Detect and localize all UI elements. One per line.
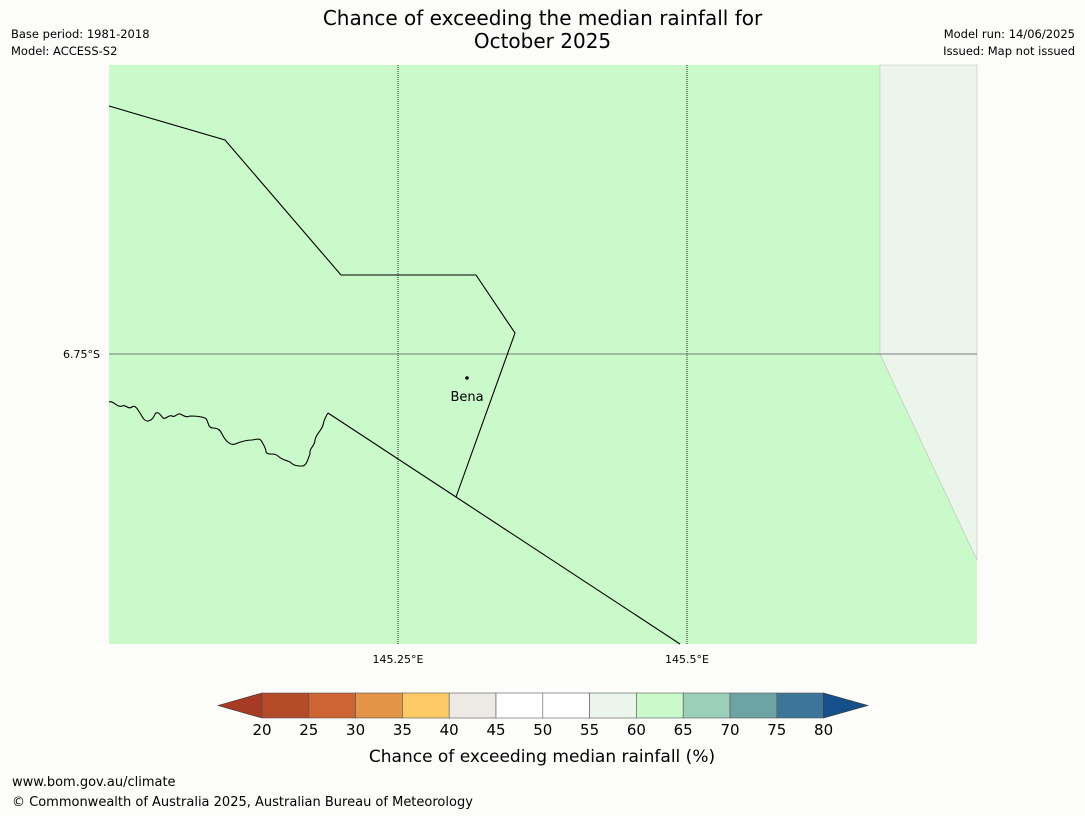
colorbar-tick-25: 25 bbox=[299, 721, 318, 739]
colorbar-cell-75 bbox=[776, 692, 824, 719]
colorbar-cell-50 bbox=[542, 692, 590, 719]
header-right-info: Model run: 14/06/2025 Issued: Map not is… bbox=[943, 26, 1075, 60]
colorbar-cell-45 bbox=[495, 692, 544, 719]
lat-label-6-75s: 6.75°S bbox=[63, 348, 100, 361]
colorbar-cell-70 bbox=[729, 692, 778, 719]
colorbar-legend: 20 25 30 35 40 45 50 55 60 65 70 75 80 Chance of exc… bbox=[216, 692, 870, 767]
footer-url[interactable]: www.bom.gov.au/climate bbox=[12, 775, 176, 790]
boundary-lines bbox=[108, 105, 681, 645]
coastline bbox=[108, 401, 329, 467]
colorbar-ticks: 20 25 30 35 40 45 50 55 60 65 70 75 80 bbox=[252, 721, 833, 739]
colorbar-extend-high bbox=[823, 692, 870, 719]
colorbar-cell-25 bbox=[308, 692, 356, 719]
footer-copyright: © Commonwealth of Australia 2025, Austra… bbox=[12, 795, 473, 810]
lon-label-145-25: 145.25°E bbox=[373, 653, 424, 666]
lon-label-145-5: 145.5°E bbox=[665, 653, 709, 666]
colorbar-cell-40 bbox=[448, 692, 497, 719]
boundary-line-south bbox=[327, 412, 681, 645]
colorbar-tick-40: 40 bbox=[440, 721, 459, 739]
colorbar-tick-30: 30 bbox=[346, 721, 365, 739]
colorbar-tick-50: 50 bbox=[533, 721, 552, 739]
colorbar-tick-20: 20 bbox=[252, 721, 271, 739]
base-period: Base period: 1981-2018 bbox=[11, 27, 150, 41]
colorbar-cell-30 bbox=[355, 692, 403, 719]
colorbar-cells bbox=[216, 692, 870, 719]
colorbar-cell-65 bbox=[682, 692, 731, 719]
title-line-1: Chance of exceeding the median rainfall … bbox=[322, 6, 763, 30]
colorbar-cell-55 bbox=[589, 692, 637, 719]
colorbar-tick-55: 55 bbox=[580, 721, 599, 739]
title-line-2: October 2025 bbox=[473, 29, 612, 53]
forecast-region-east bbox=[879, 64, 978, 561]
bena-label: Bena bbox=[450, 390, 483, 405]
colorbar-cell-60 bbox=[636, 692, 684, 719]
colorbar-cell-35 bbox=[402, 692, 450, 719]
colorbar-cell-20 bbox=[261, 692, 310, 719]
colorbar-extend-low bbox=[216, 692, 263, 719]
issued-status: Issued: Map not issued bbox=[943, 44, 1075, 58]
map-title: Chance of exceeding the median rainfall … bbox=[0, 7, 1085, 53]
boundary-line-north bbox=[108, 105, 516, 498]
colorbar-tick-65: 65 bbox=[674, 721, 693, 739]
colorbar-tick-35: 35 bbox=[393, 721, 412, 739]
forecast-region-main bbox=[109, 65, 977, 644]
model-run: Model run: 14/06/2025 bbox=[943, 27, 1075, 41]
colorbar-tick-75: 75 bbox=[767, 721, 786, 739]
model-name: Model: ACCESS-S2 bbox=[11, 44, 118, 58]
colorbar-tick-45: 45 bbox=[486, 721, 505, 739]
colorbar-tick-80: 80 bbox=[814, 721, 833, 739]
map-panel[interactable]: Bena bbox=[108, 64, 978, 645]
header-left-info: Base period: 1981-2018 Model: ACCESS-S2 bbox=[11, 26, 150, 60]
colorbar-tick-70: 70 bbox=[720, 721, 739, 739]
colorbar-tick-60: 60 bbox=[627, 721, 646, 739]
bena-marker[interactable] bbox=[465, 376, 469, 380]
colorbar-title: Chance of exceeding median rainfall (%) bbox=[369, 747, 715, 767]
